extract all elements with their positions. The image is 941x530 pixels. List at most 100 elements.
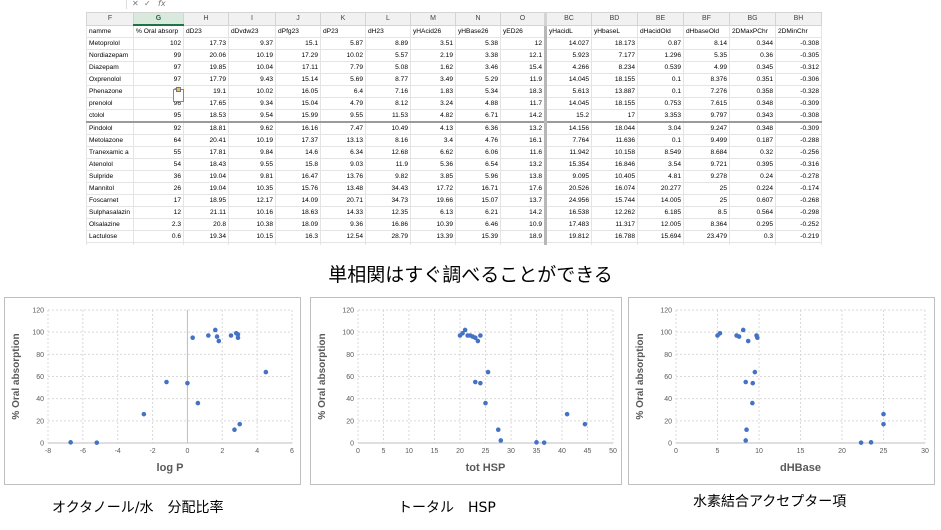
cell[interactable]: yHAcid26	[410, 24, 456, 38]
cell[interactable]: 0.607	[729, 194, 776, 207]
cell[interactable]: -0.309	[775, 121, 822, 135]
cell[interactable]: 18.95	[183, 194, 229, 207]
cell[interactable]: 3.24	[410, 97, 456, 110]
cell[interactable]: 9.278	[683, 170, 730, 183]
cell[interactable]: 16.538	[545, 206, 592, 219]
cell[interactable]: 18.81	[183, 121, 229, 135]
cell[interactable]: 99	[133, 49, 184, 62]
cell[interactable]: 16.031	[591, 242, 638, 245]
cell[interactable]: 64	[133, 134, 184, 147]
cell[interactable]: 5.36	[410, 158, 456, 171]
cell[interactable]: 16.846	[591, 158, 638, 171]
column-header-BE[interactable]: BE	[637, 12, 684, 26]
cell[interactable]: 28.79	[365, 230, 411, 243]
cell[interactable]: 4.81	[637, 170, 684, 183]
cell[interactable]: 5.08	[365, 61, 411, 74]
cell[interactable]: 2DMaxPChr	[729, 24, 776, 38]
cell[interactable]: 0.564	[729, 206, 776, 219]
cell[interactable]: 17.37	[275, 134, 321, 147]
cell[interactable]: 8.89	[365, 37, 411, 50]
cell[interactable]: 12.17	[228, 194, 276, 207]
cell[interactable]: 17	[133, 194, 184, 207]
cell[interactable]: 97	[133, 73, 184, 86]
cell[interactable]: 0.6	[133, 230, 184, 243]
cell[interactable]: 13.76	[320, 170, 366, 183]
cell[interactable]: 5.57	[365, 49, 411, 62]
cell[interactable]: 6.4	[320, 85, 366, 98]
cell[interactable]: 9.34	[228, 97, 276, 110]
cell[interactable]: 4.88	[455, 97, 501, 110]
cell[interactable]: namme	[86, 24, 134, 38]
cell[interactable]: 11.636	[591, 134, 638, 147]
cell[interactable]: 9.797	[683, 109, 730, 123]
cell[interactable]: 14.09	[275, 194, 321, 207]
column-header-BC[interactable]: BC	[545, 12, 592, 26]
cell[interactable]: 18.63	[275, 206, 321, 219]
function-icon[interactable]: fx	[158, 0, 166, 8]
cell[interactable]: 3.54	[637, 158, 684, 171]
cell[interactable]: 13.887	[591, 85, 638, 98]
cell[interactable]: 5.96	[455, 170, 501, 183]
cell[interactable]: 15.354	[545, 158, 592, 171]
cell[interactable]: 12.35	[365, 206, 411, 219]
cell[interactable]: 15.094	[637, 242, 684, 245]
cell[interactable]: Foscarnet	[86, 194, 134, 207]
cell[interactable]: 13.8	[500, 170, 547, 183]
cell[interactable]: 34.73	[365, 194, 411, 207]
cell[interactable]: 0.351	[729, 73, 776, 86]
cell[interactable]: 11.53	[365, 109, 411, 123]
cell[interactable]: 9.81	[228, 170, 276, 183]
cell[interactable]: 19.34	[183, 230, 229, 243]
cell[interactable]: 5.69	[320, 73, 366, 86]
cell[interactable]: 11.7	[500, 97, 547, 110]
cell[interactable]: 10.19	[228, 134, 276, 147]
cell[interactable]: 17.483	[545, 218, 592, 231]
cell[interactable]: 10.02	[228, 85, 276, 98]
cell[interactable]: 10.158	[591, 146, 638, 159]
cell[interactable]: 19.04	[183, 182, 229, 195]
cell[interactable]: Phenazone	[86, 85, 134, 98]
cell[interactable]: 7.276	[683, 85, 730, 98]
cell[interactable]: 0.87	[637, 37, 684, 50]
column-header-H[interactable]: H	[183, 12, 229, 26]
cell[interactable]: 19.04	[183, 170, 229, 183]
cell[interactable]: 11.85	[320, 242, 366, 245]
cell[interactable]: 9.54	[228, 109, 276, 123]
cell[interactable]: 9.36	[320, 218, 366, 231]
cell[interactable]: 0.358	[729, 85, 776, 98]
cell[interactable]: 16.47	[275, 242, 321, 245]
cell[interactable]: 2DMinChr	[775, 24, 822, 38]
cell[interactable]: 19.85	[183, 61, 229, 74]
cell[interactable]: 1.83	[410, 85, 456, 98]
cell[interactable]: 34.43	[365, 182, 411, 195]
cell[interactable]: 16.074	[591, 182, 638, 195]
cell[interactable]: 16.05	[275, 85, 321, 98]
cell[interactable]: 16.47	[275, 170, 321, 183]
cell[interactable]: 18.53	[183, 109, 229, 123]
cell[interactable]: 0.345	[729, 61, 776, 74]
cell[interactable]: Pindolol	[86, 121, 134, 135]
cell[interactable]: 9.721	[683, 158, 730, 171]
cell[interactable]: 25	[683, 194, 730, 207]
cell[interactable]: 0.753	[637, 97, 684, 110]
cell[interactable]: 9.37	[228, 37, 276, 50]
cell[interactable]: Sulphasalazin	[86, 206, 134, 219]
cell[interactable]: 0.395	[729, 158, 776, 171]
cell[interactable]: 16.788	[591, 230, 638, 243]
cell[interactable]: 15.99	[275, 109, 321, 123]
cell[interactable]: 8.549	[637, 146, 684, 159]
cell[interactable]: 20.71	[320, 194, 366, 207]
cell[interactable]: 14.33	[320, 206, 366, 219]
cell[interactable]: 9.62	[228, 121, 276, 135]
cell[interactable]: 20.277	[637, 182, 684, 195]
column-header-BD[interactable]: BD	[591, 12, 638, 26]
cell[interactable]: 15.694	[637, 230, 684, 243]
cell[interactable]: 22.298	[683, 242, 730, 245]
cell[interactable]: 2.19	[410, 49, 456, 62]
column-header-G[interactable]: G	[133, 12, 184, 26]
cell[interactable]: 7.764	[545, 134, 592, 147]
column-header-BF[interactable]: BF	[683, 12, 730, 26]
column-header-BG[interactable]: BG	[729, 12, 776, 26]
cell[interactable]: 9.247	[683, 121, 730, 135]
cell[interactable]: 10.15	[228, 230, 276, 243]
